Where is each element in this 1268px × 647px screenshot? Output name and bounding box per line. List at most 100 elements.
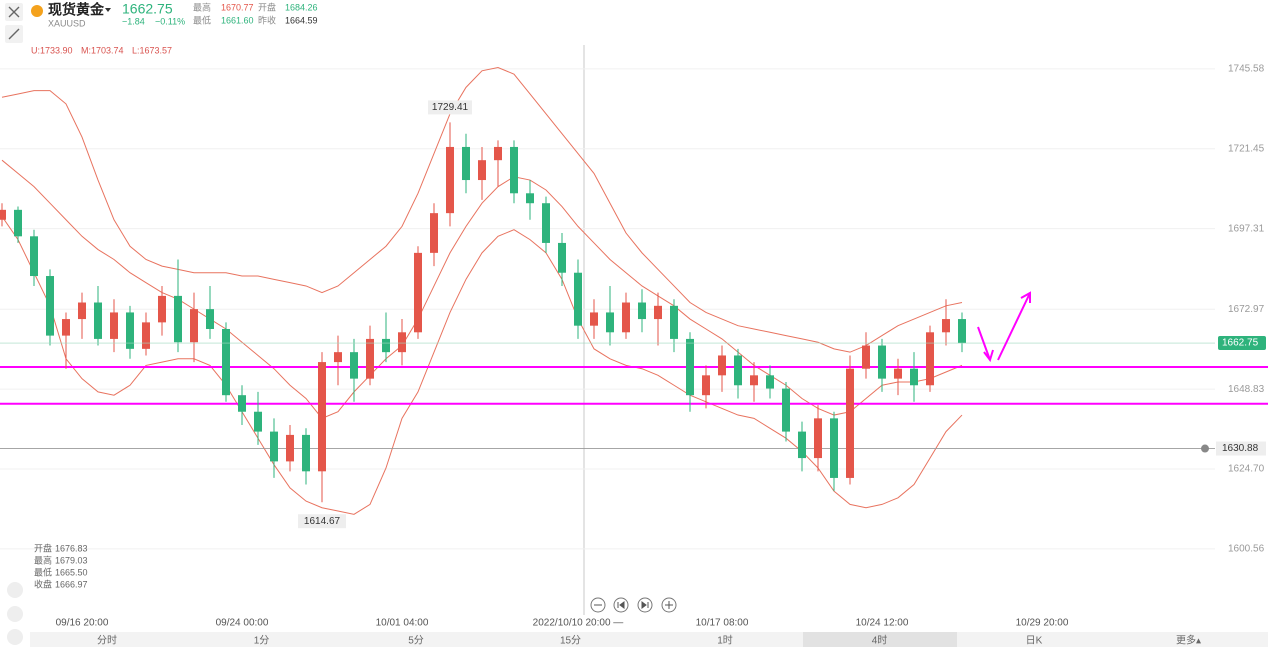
info-value: 1666.97 <box>55 579 88 589</box>
candle-body <box>206 309 214 329</box>
band-line <box>1 66 963 353</box>
gold-icon <box>31 5 43 17</box>
y-tick-label: 1648.83 <box>1228 384 1265 395</box>
info-label: 开盘 <box>34 542 52 553</box>
candle-body <box>190 309 198 343</box>
candle-body <box>734 355 742 386</box>
plot: 1630.88 1729.41 1614.67 1662.75 <box>0 66 1268 550</box>
info-value: 1679.03 <box>55 555 88 565</box>
candle-body <box>302 434 310 472</box>
candle-body <box>782 388 790 432</box>
candle-body <box>78 302 86 320</box>
candle-body <box>718 355 726 376</box>
low-tag <box>298 514 346 529</box>
candle-body <box>62 319 70 336</box>
candle-body <box>574 272 582 326</box>
candle-body <box>878 345 886 379</box>
y-tick-label: 1600.56 <box>1228 544 1265 555</box>
high-tag <box>428 100 472 115</box>
candle-body <box>542 203 550 243</box>
indicator-u: U:1733.90 <box>31 45 73 55</box>
stat-value: 1664.59 <box>285 15 318 25</box>
candle-body <box>318 362 326 472</box>
arrow-down <box>977 326 994 363</box>
candle-body <box>894 368 902 379</box>
info-label: 收盘 <box>34 578 52 589</box>
alert-tag <box>1216 441 1266 456</box>
info-value: 1665.50 <box>55 567 88 577</box>
x-tick-label: 09/24 00:00 <box>216 618 269 629</box>
draw-icon <box>8 28 20 40</box>
candle-body <box>462 146 470 181</box>
candle-body <box>814 418 822 459</box>
candle-body <box>222 328 230 396</box>
change-pct: −0.11% <box>155 16 185 26</box>
info-label: 最高 <box>34 554 52 565</box>
candle-body <box>654 305 662 320</box>
candle-body <box>414 252 422 333</box>
candle-body <box>590 312 598 326</box>
candle-body <box>350 352 358 379</box>
y-tick-label: 1721.45 <box>1228 143 1265 154</box>
candle-body <box>798 431 806 459</box>
candle-body <box>238 395 246 412</box>
tab[interactable]: 1时 <box>717 635 733 647</box>
candle-body <box>46 276 54 336</box>
tab[interactable]: 15分 <box>560 635 581 647</box>
candle-body <box>526 193 534 204</box>
candle-body <box>670 305 678 339</box>
candle-body <box>702 375 710 396</box>
alert-label: 1630.88 <box>1222 443 1259 454</box>
y-tick-label: 1697.31 <box>1228 223 1265 234</box>
instrument-name[interactable]: 现货黄金 <box>48 2 105 18</box>
candle-body <box>910 368 918 386</box>
tab[interactable]: 更多▴ <box>1176 634 1201 647</box>
tool-button[interactable] <box>7 629 23 645</box>
dropdown-icon[interactable] <box>105 8 111 12</box>
tab[interactable]: 5分 <box>408 635 424 647</box>
tab[interactable]: 日K <box>1026 636 1043 647</box>
stat-label: 昨收 <box>258 14 276 25</box>
arrow-up <box>997 291 1031 361</box>
tab[interactable]: 4时 <box>872 635 888 647</box>
x-tick-label: 2022/10/10 20:00 — <box>533 618 624 629</box>
candle-body <box>686 338 694 396</box>
indicator-m: M:1703.74 <box>81 45 124 55</box>
candle-body <box>142 322 150 349</box>
candle-body <box>334 352 342 363</box>
candle-body <box>174 295 182 343</box>
tab[interactable]: 分时 <box>97 635 117 647</box>
close-icon <box>8 6 20 18</box>
candle-body <box>558 242 566 273</box>
x-tick-label: 10/01 04:00 <box>376 618 429 629</box>
candle-body <box>494 146 502 161</box>
candle-body <box>126 312 134 349</box>
y-tick-label: 1745.58 <box>1228 64 1265 75</box>
x-tick-label: 10/17 08:00 <box>696 618 749 629</box>
info-value: 1676.83 <box>55 543 88 553</box>
tool-button[interactable] <box>7 606 23 622</box>
candle-body <box>766 375 774 389</box>
tool-button[interactable] <box>7 582 23 598</box>
tab[interactable]: 1分 <box>254 635 270 647</box>
price-tag-label: 1662.75 <box>1222 338 1259 349</box>
x-tick-label: 09/16 20:00 <box>56 618 109 629</box>
tab-bar <box>30 632 1268 647</box>
x-tick-label: 10/24 12:00 <box>856 618 909 629</box>
candle-body <box>958 319 966 344</box>
candle-body <box>254 411 262 432</box>
x-tick-label: 10/29 20:00 <box>1016 618 1069 629</box>
candle-body <box>606 312 614 333</box>
y-tick-label: 1672.97 <box>1228 304 1265 315</box>
y-tick-label: 1624.70 <box>1228 464 1265 475</box>
candle-body <box>750 375 758 386</box>
zoom-in-icon <box>665 601 673 609</box>
stat-value: 1684.26 <box>285 2 318 12</box>
candle-body <box>382 338 390 353</box>
high-label: 1729.41 <box>432 102 469 113</box>
last-price: 1662.75 <box>122 1 173 17</box>
scroll-right-icon <box>641 601 649 609</box>
candle-body <box>622 302 630 333</box>
candle-body <box>942 319 950 333</box>
